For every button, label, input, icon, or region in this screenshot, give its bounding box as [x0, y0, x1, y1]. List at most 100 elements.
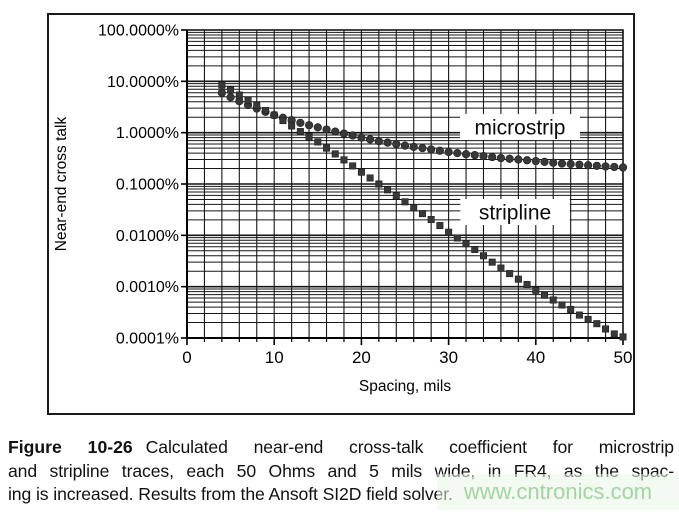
microstrip-point: [522, 156, 532, 165]
microstrip-point: [531, 156, 540, 166]
stripline-point: [549, 296, 557, 304]
microstrip-point: [374, 137, 383, 146]
stripline-point: [375, 180, 383, 188]
microstrip-point: [444, 147, 453, 157]
x-tick-label: 50: [614, 348, 633, 367]
stripline-point: [558, 301, 566, 309]
microstrip-point: [418, 144, 427, 153]
stripline-point: [602, 325, 610, 333]
microstrip-point: [296, 118, 305, 127]
microstrip-point: [453, 148, 462, 158]
watermark: www.cntronics.com: [437, 474, 679, 510]
stripline-point: [270, 111, 278, 119]
x-tick-label: 20: [352, 348, 371, 367]
microstrip-point: [505, 154, 514, 163]
stripline-point: [506, 270, 514, 278]
microstrip-point: [357, 133, 366, 142]
caption-text-1: Calculated near-end cross-talk coefficie…: [145, 437, 674, 457]
microstrip-point: [557, 159, 567, 168]
microstrip-point: [584, 161, 593, 170]
figure-number: Figure 10-26: [8, 437, 133, 457]
stripline-point: [392, 192, 400, 200]
y-tick-label: 0.0100%: [116, 228, 179, 245]
tick-labels: 100.0000% 10.0000% 1.0000% 0.1000% 0.0100% 0.…: [98, 23, 632, 368]
y-tick-label: 10.0000%: [107, 74, 179, 91]
stripline-point: [218, 81, 226, 89]
stripline-point: [253, 101, 261, 109]
stripline-point: [349, 162, 357, 170]
stripline-point: [357, 168, 365, 176]
stripline-label: stripline: [479, 202, 551, 225]
microstrip-point: [461, 150, 471, 159]
stripline-point: [340, 156, 348, 164]
stripline-point: [523, 281, 531, 289]
stripline-point: [619, 333, 627, 341]
stripline-point: [453, 234, 461, 242]
stripline-point: [235, 91, 243, 99]
microstrip-point: [313, 123, 322, 132]
x-tick-label: 0: [182, 348, 191, 367]
caption-line-1: Figure 10-26 Calculated near-end cross-ta…: [8, 436, 674, 460]
microstrip-point: [488, 152, 497, 162]
microstrip-point: [392, 139, 401, 149]
microstrip-label-bg: [460, 114, 580, 140]
microstrip-point: [409, 142, 418, 151]
crosstalk-chart: 100.0000% 10.0000% 1.0000% 0.1000% 0.0100% 0.…: [47, 13, 635, 415]
microstrip-point: [575, 160, 584, 169]
stripline-point: [244, 96, 252, 104]
stripline-point: [323, 144, 331, 152]
stripline-series: [218, 81, 627, 341]
microstrip-point: [592, 161, 601, 170]
grid: [186, 29, 624, 339]
microstrip-point: [514, 155, 523, 164]
microstrip-point: [427, 145, 436, 154]
x-tick-label: 30: [439, 348, 458, 367]
y-tick-label: 100.0000%: [98, 23, 179, 40]
stripline-point: [462, 240, 470, 248]
microstrip-point: [366, 135, 375, 144]
stripline-point: [610, 330, 618, 338]
stripline-point: [427, 216, 435, 224]
microstrip-point: [400, 141, 410, 150]
microstrip-point: [348, 131, 357, 140]
stripline-point: [261, 107, 269, 115]
microstrip-point: [540, 157, 549, 166]
stripline-point: [541, 291, 549, 299]
y-tick-label: 0.0010%: [116, 279, 179, 296]
stripline-point: [593, 320, 601, 328]
microstrip-series: [217, 88, 628, 172]
microstrip-point: [435, 146, 444, 155]
y-tick-label: 1.0000%: [116, 125, 179, 142]
y-tick-label: 0.0001%: [116, 331, 179, 348]
caption-line-3: ing is increased. Results from the Ansof…: [8, 484, 453, 505]
microstrip-point: [549, 158, 558, 167]
microstrip-label: microstrip: [474, 117, 565, 140]
stripline-point: [488, 258, 496, 266]
figure-border: [47, 13, 635, 415]
microstrip-point: [601, 162, 610, 171]
stripline-point: [384, 186, 392, 194]
microstrip-point: [610, 162, 619, 172]
microstrip-point: [304, 121, 314, 130]
microstrip-point: [566, 159, 575, 169]
stripline-point: [497, 264, 505, 272]
y-tick-label: 0.1000%: [116, 177, 179, 194]
stripline-point: [227, 86, 235, 94]
figure-caption: Figure 10-26 Calculated near-end cross-ta…: [8, 436, 674, 507]
stripline-point: [575, 311, 583, 319]
x-tick-label: 40: [526, 348, 545, 367]
stripline-point: [314, 138, 322, 146]
stripline-point: [418, 210, 426, 218]
microstrip-point: [322, 125, 331, 134]
x-axis-title: Spacing, mils: [359, 378, 451, 395]
microstrip-point: [383, 138, 392, 147]
stripline-point: [532, 286, 540, 294]
axes: [181, 29, 624, 345]
stripline-point: [567, 305, 575, 313]
stripline-point: [401, 198, 409, 206]
stripline-point: [279, 117, 287, 125]
stripline-point: [288, 122, 296, 130]
microstrip-point: [618, 163, 628, 172]
stripline-point: [471, 245, 479, 253]
